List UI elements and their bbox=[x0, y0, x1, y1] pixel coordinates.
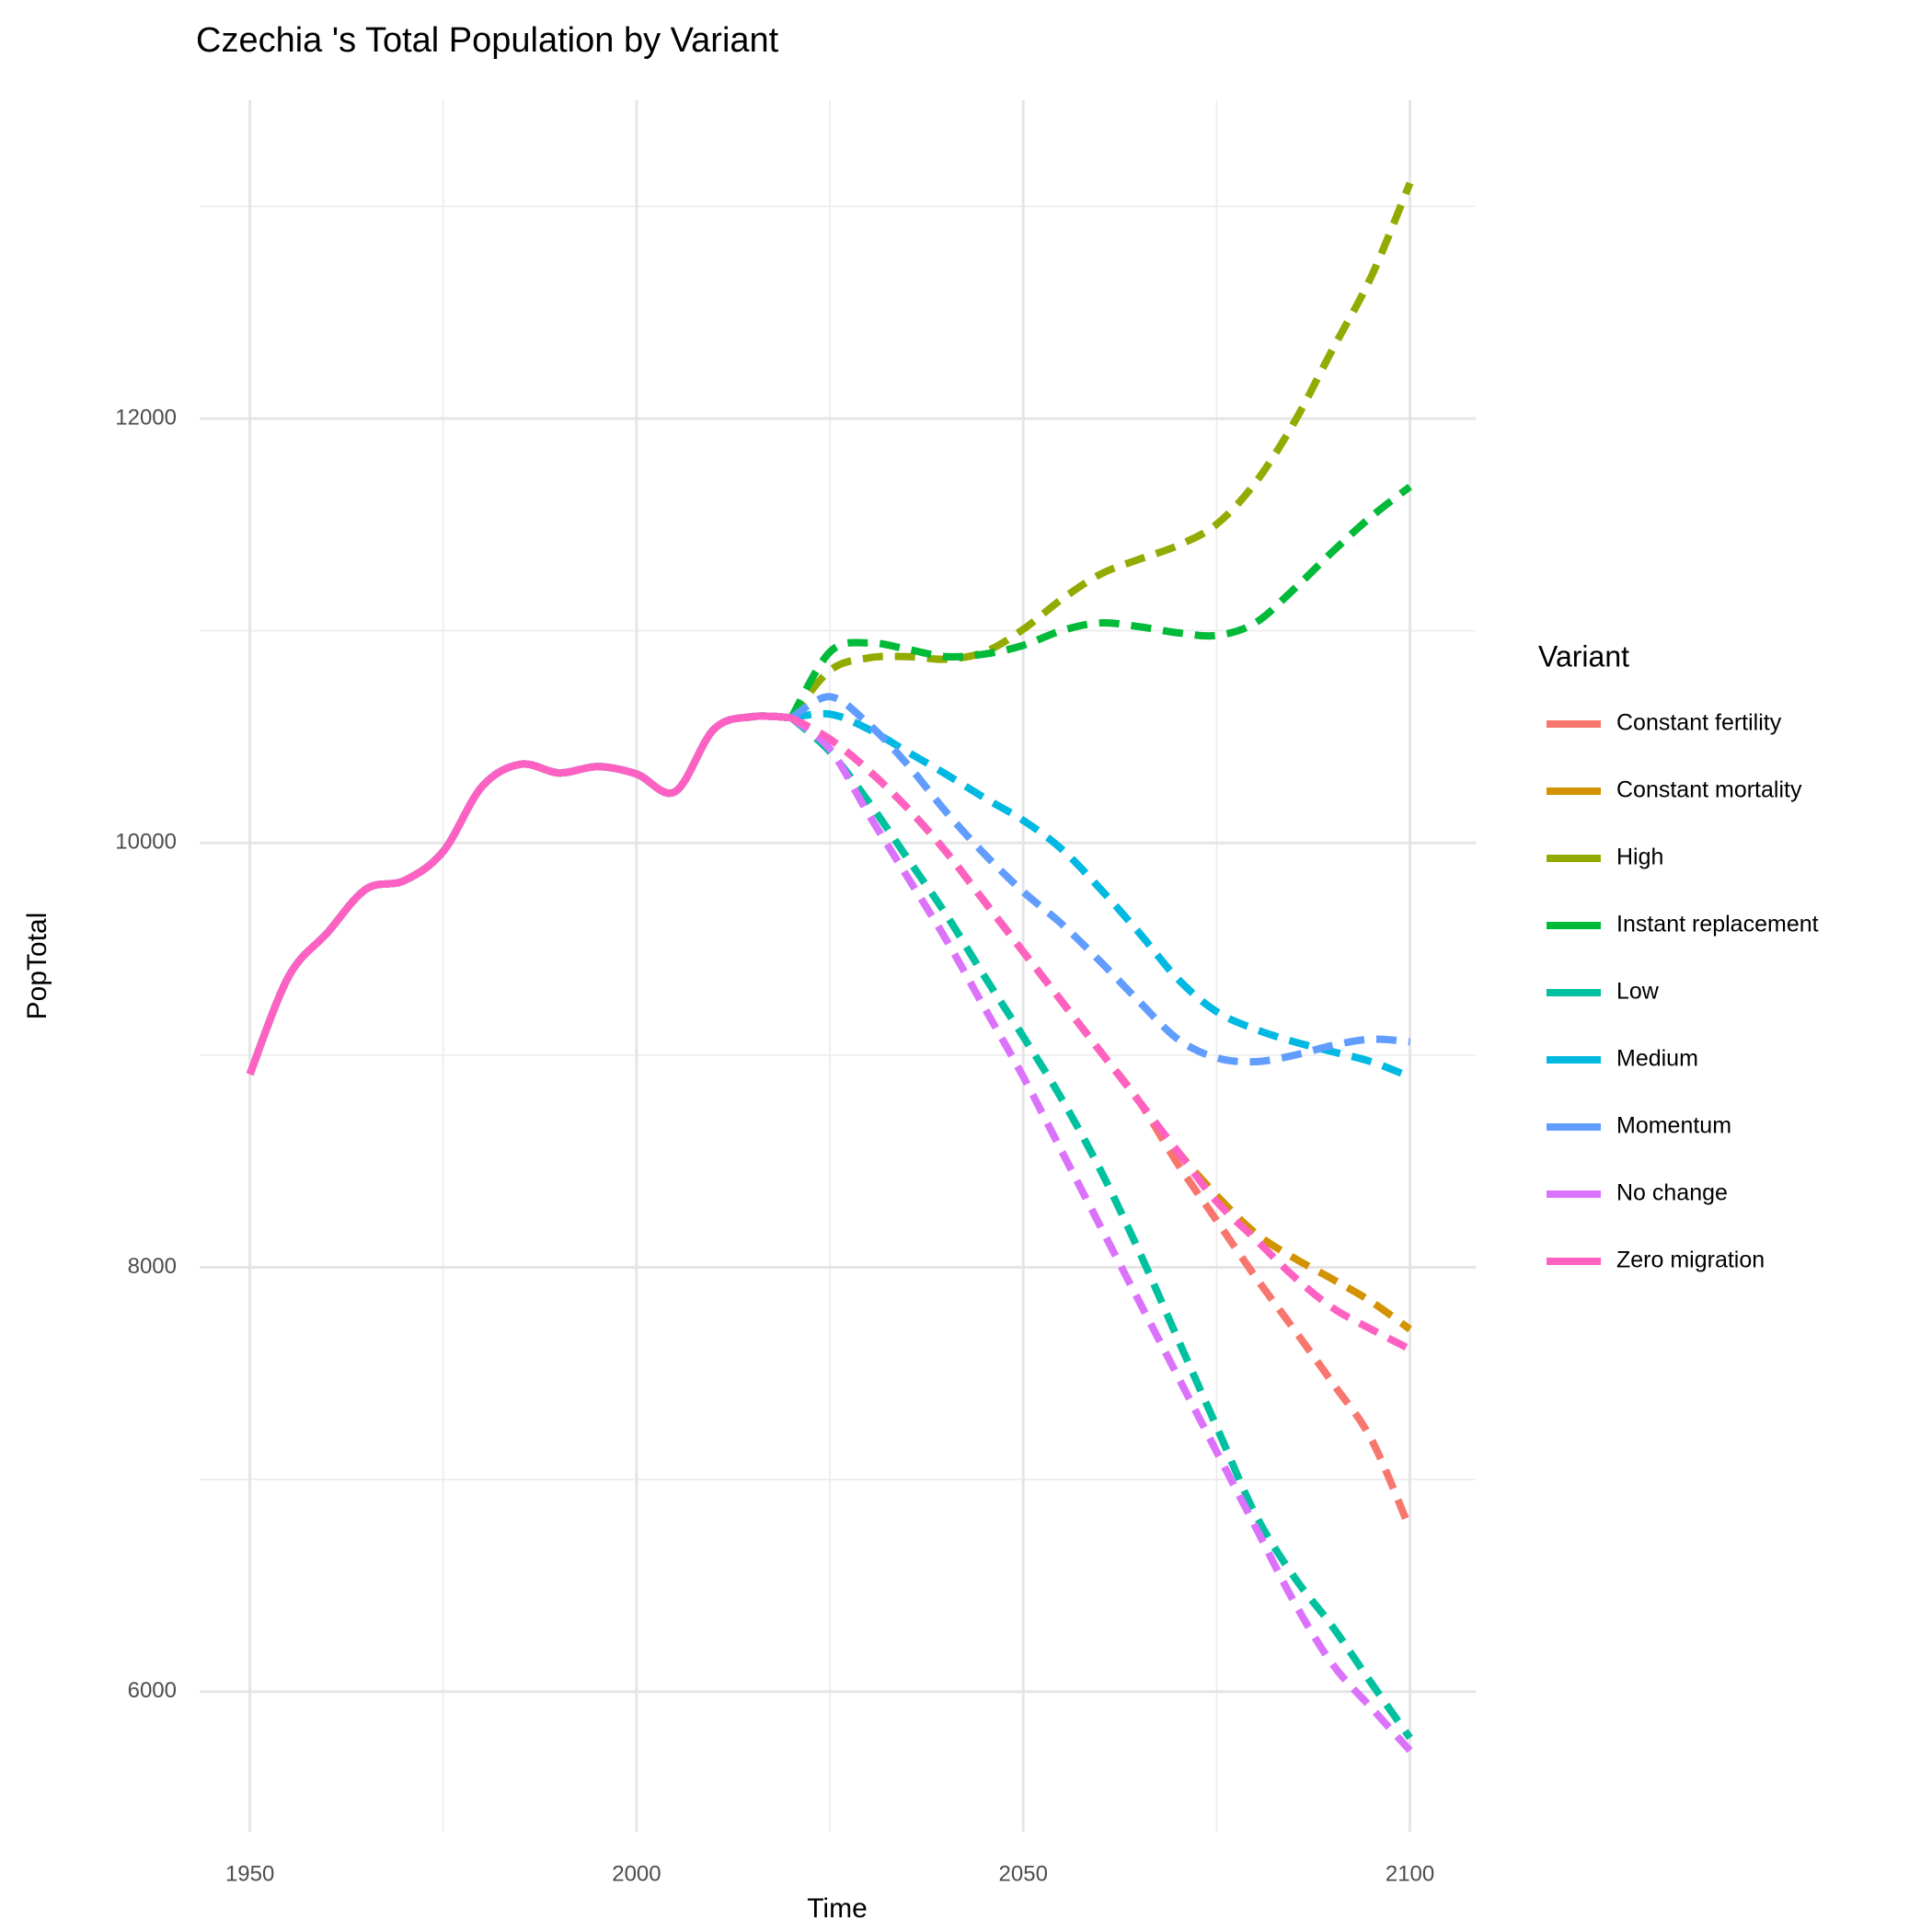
chart-title: Czechia 's Total Population by Variant bbox=[196, 21, 779, 60]
history-line bbox=[246, 712, 792, 1076]
x-tick-label: 2000 bbox=[612, 1861, 661, 1886]
legend-label: Medium bbox=[1616, 1046, 1698, 1072]
legend: Constant fertility Constant mortality High… bbox=[1547, 710, 1819, 1273]
x-tick-label: 2100 bbox=[1386, 1861, 1434, 1886]
y-tick-label: 6000 bbox=[128, 1678, 177, 1703]
history-line bbox=[246, 712, 792, 1076]
history-line bbox=[246, 712, 792, 1076]
projection-line bbox=[789, 714, 1414, 1531]
legend-label: Constant mortality bbox=[1616, 777, 1802, 803]
projection-line bbox=[788, 715, 1413, 1741]
projection-line bbox=[788, 714, 1413, 1754]
projection-line bbox=[788, 693, 1410, 1066]
legend-label: Instant replacement bbox=[1616, 912, 1819, 937]
x-tick-label: 1950 bbox=[225, 1861, 274, 1886]
projection-line bbox=[788, 483, 1412, 720]
legend-label: No change bbox=[1616, 1180, 1728, 1206]
projection-line bbox=[790, 709, 1412, 1081]
legend-label: Low bbox=[1616, 979, 1660, 1005]
history-line bbox=[246, 712, 792, 1076]
history-line bbox=[246, 712, 792, 1076]
projection-line bbox=[788, 181, 1414, 720]
legend-label: Zero migration bbox=[1616, 1248, 1765, 1273]
x-axis-title: Time bbox=[807, 1893, 868, 1924]
y-tick-label: 12000 bbox=[115, 405, 177, 430]
legend-title: Variant bbox=[1538, 639, 1629, 673]
legend-label: Constant fertility bbox=[1616, 710, 1782, 736]
projection-line bbox=[789, 714, 1412, 1353]
y-axis-title: PopTotal bbox=[22, 913, 52, 1020]
history-line bbox=[246, 712, 792, 1076]
legend-label: High bbox=[1616, 845, 1663, 870]
history-line bbox=[246, 712, 792, 1076]
x-tick-label: 2050 bbox=[999, 1861, 1048, 1886]
legend-label: Momentum bbox=[1616, 1113, 1731, 1139]
y-tick-label: 10000 bbox=[115, 830, 177, 855]
history-line bbox=[246, 712, 792, 1076]
projection-line bbox=[789, 714, 1412, 1333]
lines bbox=[246, 181, 1414, 1754]
grid bbox=[200, 100, 1476, 1832]
history-line bbox=[246, 712, 792, 1076]
y-tick-label: 8000 bbox=[128, 1254, 177, 1279]
